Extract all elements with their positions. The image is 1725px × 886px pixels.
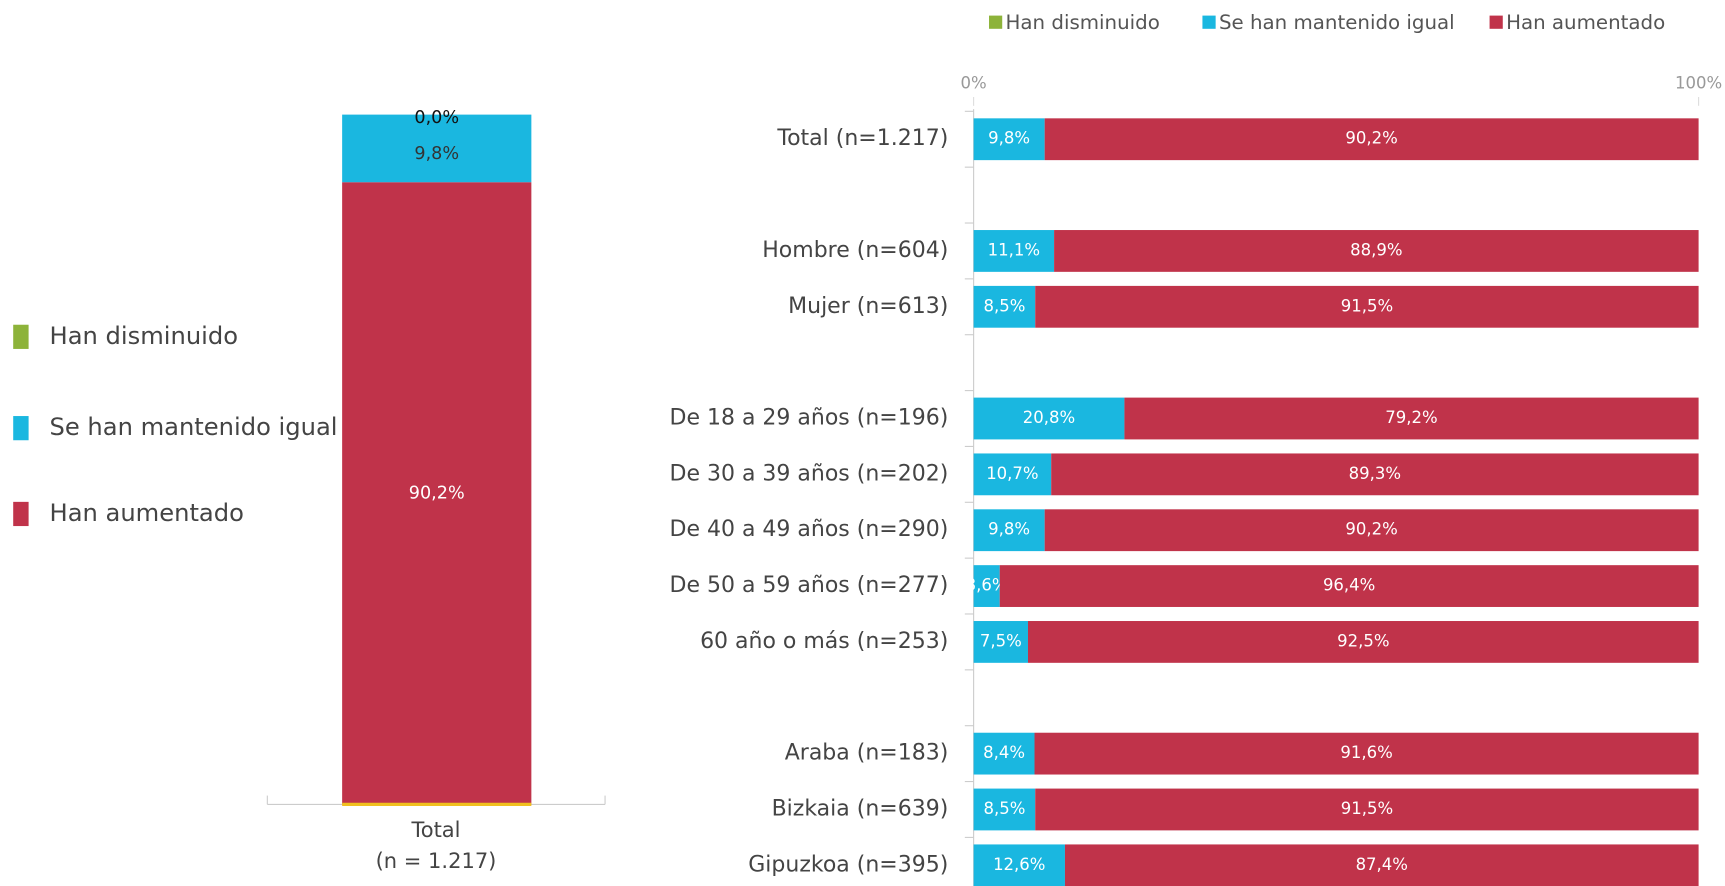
legend-swatch (13, 501, 29, 527)
data-label: 79,2% (1385, 408, 1437, 427)
data-label: 90,2% (409, 483, 465, 503)
bar-segment (1044, 118, 1699, 161)
data-label: 9,8% (988, 129, 1030, 148)
data-label: 88,9% (1350, 240, 1402, 259)
legend-swatch (989, 15, 1003, 29)
bar-segment (973, 732, 1035, 775)
legend-swatch (1489, 15, 1503, 29)
bar-segment (342, 182, 532, 805)
data-label: 90,2% (1345, 129, 1397, 148)
y-tick-label: De 50 a 59 años (n=277) (670, 573, 949, 598)
data-label: 8,5% (983, 296, 1025, 315)
data-label: 11,1% (988, 240, 1040, 259)
x-tick-label: 0% (961, 73, 987, 92)
y-tick-label: De 18 a 29 años (n=196) (670, 406, 949, 431)
data-label: 9,8% (988, 520, 1030, 539)
y-tick-label: Total (n=1.217) (776, 126, 948, 151)
bar-segment (973, 285, 1036, 328)
data-label: 9,8% (414, 144, 459, 164)
y-tick-label: De 30 a 39 años (n=202) (670, 461, 949, 486)
data-label: 91,5% (1341, 296, 1393, 315)
legend-label: Han disminuido (1006, 11, 1160, 34)
y-tick-label: Araba (n=183) (785, 741, 949, 766)
data-label: 0,0% (414, 108, 459, 128)
data-label: 91,5% (1341, 799, 1393, 818)
y-tick-label: De 40 a 49 años (n=290) (670, 517, 949, 542)
legend-swatch (13, 324, 29, 349)
bar-segment (342, 114, 532, 183)
data-label: 92,5% (1337, 631, 1389, 650)
bar-segment (973, 509, 1045, 552)
bar-segment (999, 565, 1699, 607)
data-label: 20,8% (1023, 408, 1075, 427)
data-label: 89,3% (1349, 464, 1401, 483)
bar-segment (1051, 453, 1699, 496)
bar-segment (973, 844, 1065, 886)
data-label: 12,6% (993, 855, 1045, 874)
data-label: 10,7% (986, 464, 1038, 483)
legend-label: Se han mantenido igual (1219, 11, 1455, 34)
bar-segment (973, 621, 1028, 663)
bar-segment (1044, 509, 1699, 552)
bar-segment (1035, 285, 1699, 328)
data-label: 91,6% (1340, 743, 1392, 762)
x-tick-label: Total (n = 1.217) (375, 818, 497, 873)
bar-segment (973, 788, 1036, 831)
bar-segment (973, 118, 1045, 161)
data-label: 90,2% (1345, 520, 1397, 539)
bar-segment (1027, 621, 1699, 663)
x-tick-label: 100% (1675, 73, 1722, 92)
y-tick-label: Bizkaia (n=639) (772, 796, 949, 821)
bar-segment (1035, 788, 1699, 831)
bar-segment (973, 397, 1125, 440)
data-label: 8,4% (983, 743, 1025, 762)
data-label: 87,4% (1356, 855, 1408, 874)
legend-label: Han aumentado (50, 499, 244, 527)
legend-swatch (13, 416, 29, 441)
bar-segment (1034, 732, 1699, 775)
legend-swatch (1202, 15, 1216, 29)
data-label: 3,6% (966, 576, 1008, 595)
legend-label: Se han mantenido igual (50, 413, 338, 441)
y-tick-label: Hombre (n=604) (762, 238, 948, 263)
bar-segment (1064, 844, 1699, 886)
y-tick-label: Gipuzkoa (n=395) (748, 852, 948, 877)
bar-segment (973, 453, 1052, 496)
bar-segment (1054, 230, 1699, 272)
bar-segment (973, 230, 1055, 272)
y-tick-label: Mujer (n=613) (788, 294, 948, 319)
bar-segment (1124, 397, 1699, 440)
y-tick-label: 60 año o más (n=253) (700, 629, 948, 654)
data-label: 7,5% (980, 631, 1022, 650)
legend-label: Han aumentado (1506, 11, 1665, 34)
bar-segment (973, 565, 1000, 607)
data-label: 8,5% (983, 799, 1025, 818)
data-label: 96,4% (1323, 576, 1375, 595)
legend-label: Han disminuido (50, 322, 239, 350)
